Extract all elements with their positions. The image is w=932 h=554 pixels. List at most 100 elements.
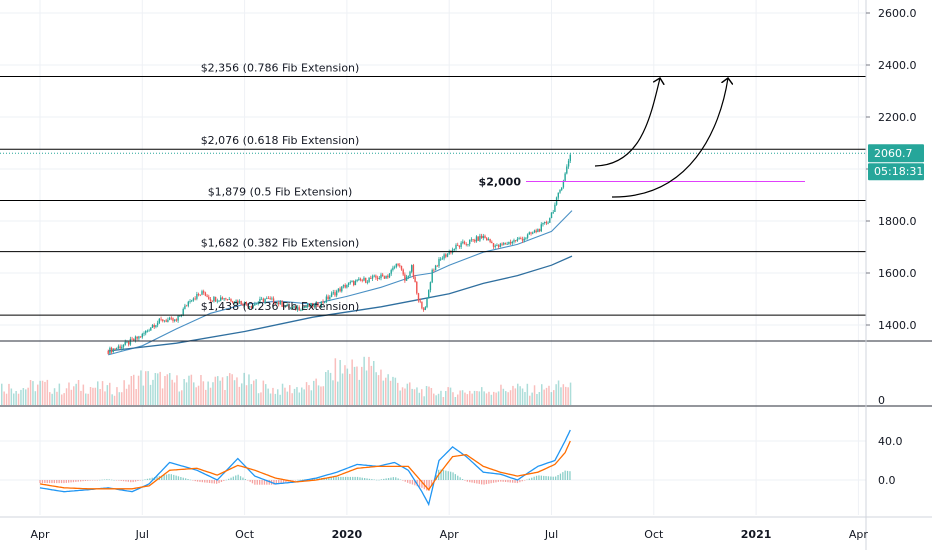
volume-bar bbox=[387, 374, 389, 405]
candle bbox=[162, 319, 164, 323]
volume-bar bbox=[250, 384, 253, 405]
volume-bar bbox=[327, 370, 329, 405]
volume-bar bbox=[349, 373, 351, 405]
candle bbox=[404, 272, 406, 283]
histogram-bar bbox=[504, 480, 507, 482]
candle bbox=[156, 320, 159, 328]
histogram-bar bbox=[294, 480, 297, 481]
candle-body bbox=[549, 218, 551, 223]
histogram-bar bbox=[232, 476, 234, 480]
volume-bar bbox=[464, 392, 466, 405]
histogram-bar bbox=[469, 480, 471, 483]
volume-bar bbox=[111, 394, 113, 405]
histogram-bar bbox=[555, 476, 557, 480]
candle-body bbox=[537, 229, 539, 233]
candle-body bbox=[162, 319, 164, 321]
candle-body bbox=[494, 245, 496, 247]
time-label-7: 2021 bbox=[741, 528, 772, 541]
volume-bar bbox=[502, 388, 505, 405]
candle bbox=[419, 298, 421, 304]
candle-body bbox=[482, 235, 484, 239]
histogram-bar bbox=[151, 477, 153, 480]
candle-body bbox=[298, 307, 300, 311]
candle-body bbox=[286, 304, 288, 306]
volume-bar bbox=[553, 390, 555, 405]
time-label-6: Oct bbox=[644, 528, 664, 541]
volume-bar bbox=[80, 390, 82, 405]
candle bbox=[515, 240, 517, 243]
candle bbox=[281, 300, 283, 307]
volume-bar bbox=[56, 391, 58, 405]
volume-bar bbox=[25, 389, 27, 405]
histogram-bar bbox=[337, 476, 340, 480]
volume-bar bbox=[430, 388, 433, 405]
candle-body bbox=[119, 346, 121, 349]
volume-bar bbox=[44, 381, 46, 405]
histogram-bar bbox=[134, 480, 137, 482]
volume-bar bbox=[457, 394, 459, 405]
volume-bar bbox=[169, 373, 171, 405]
histogram-bar bbox=[146, 478, 149, 480]
candle bbox=[469, 239, 471, 247]
candle-body bbox=[168, 317, 171, 320]
histogram-bar bbox=[543, 475, 545, 480]
candle bbox=[122, 344, 125, 349]
volume-bar bbox=[507, 392, 509, 405]
candle bbox=[337, 288, 340, 293]
candle-body bbox=[460, 242, 462, 247]
candle bbox=[315, 301, 317, 306]
candle-body bbox=[295, 306, 297, 311]
volume-bar bbox=[89, 387, 92, 405]
volume-bar bbox=[298, 392, 301, 405]
candle bbox=[382, 272, 384, 277]
volume-bar bbox=[94, 387, 97, 405]
volume-bar bbox=[149, 384, 152, 405]
histogram-bar bbox=[182, 477, 184, 480]
candle bbox=[174, 319, 176, 323]
candle-body bbox=[387, 275, 389, 278]
candle bbox=[390, 268, 392, 276]
volume-bar bbox=[123, 380, 125, 405]
candle-body bbox=[400, 265, 403, 270]
volume-bar bbox=[193, 382, 195, 405]
volume-bar bbox=[404, 388, 406, 405]
candle-body bbox=[426, 298, 428, 308]
last-price-badge[interactable] bbox=[868, 144, 924, 163]
volume-bar bbox=[485, 393, 488, 405]
volume-bar bbox=[118, 392, 121, 405]
candle-body bbox=[278, 302, 280, 305]
histogram-bar bbox=[349, 476, 351, 480]
candle-body bbox=[380, 274, 382, 279]
candle-body bbox=[388, 273, 391, 278]
candle bbox=[441, 256, 444, 260]
candle-body bbox=[356, 279, 358, 281]
candle-body bbox=[155, 325, 157, 327]
volume-bar bbox=[325, 372, 327, 405]
candle bbox=[308, 303, 311, 308]
candle-body bbox=[226, 299, 229, 300]
histogram-bar bbox=[120, 480, 122, 481]
histogram-bar bbox=[418, 480, 421, 487]
histogram-bar bbox=[464, 480, 466, 481]
volume-bar bbox=[49, 392, 51, 405]
candle-body bbox=[538, 229, 541, 232]
time-label-1: Jul bbox=[135, 528, 149, 541]
candle bbox=[458, 245, 461, 249]
candle-body bbox=[399, 265, 401, 267]
candle-body bbox=[291, 307, 293, 309]
candle-body bbox=[204, 292, 207, 296]
candle-body bbox=[441, 258, 444, 260]
candle bbox=[465, 242, 467, 247]
histogram-bar bbox=[421, 480, 423, 488]
candle bbox=[470, 237, 473, 242]
histogram-bar bbox=[397, 478, 399, 480]
candle-body bbox=[249, 306, 251, 308]
candle-body bbox=[301, 307, 304, 311]
candle bbox=[172, 317, 174, 323]
candle-body bbox=[327, 296, 329, 299]
candle-body bbox=[561, 187, 563, 190]
histogram-bar bbox=[500, 480, 502, 482]
volume-bar bbox=[217, 376, 219, 405]
